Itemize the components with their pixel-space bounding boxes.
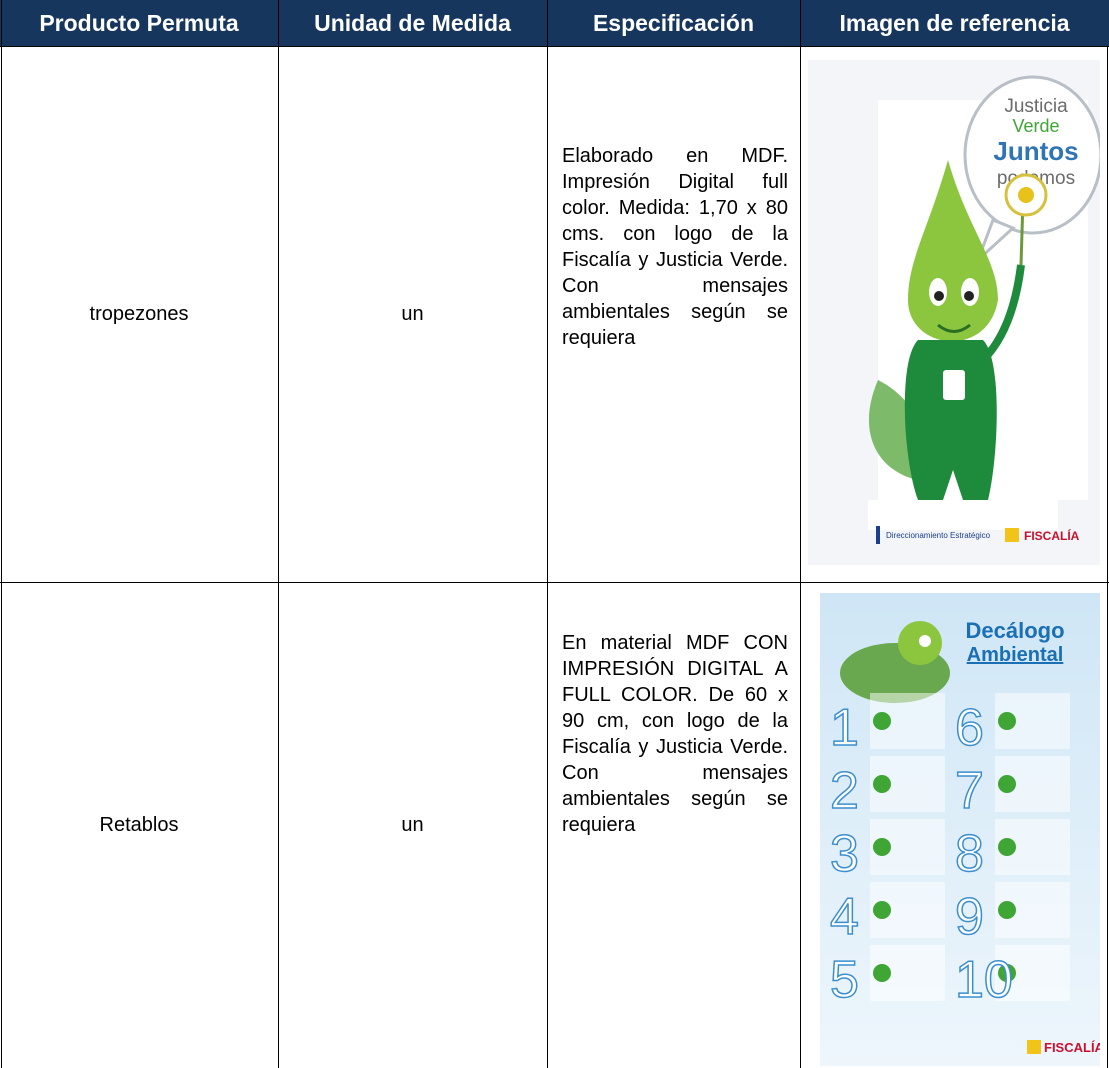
image-text: FISCALÍA — [1024, 528, 1080, 543]
item-icon — [873, 775, 891, 793]
header-cell: Especificación — [547, 0, 800, 46]
product-cell: Retablos — [99, 813, 179, 836]
item-number: 4 — [830, 888, 859, 946]
item-icon — [873, 964, 891, 982]
item-number: 1 — [830, 699, 859, 757]
image-text: Ambiental — [967, 644, 1064, 666]
image-text: Decálogo — [965, 618, 1064, 643]
border — [800, 0, 801, 1068]
image-text: Justicia — [1004, 96, 1068, 117]
border — [278, 0, 279, 1068]
item-number: 6 — [955, 699, 984, 757]
spec-cell: En material MDF CON IMPRESIÓN DIGITAL A … — [562, 632, 788, 836]
item-icon — [873, 901, 891, 919]
item-icon — [998, 712, 1016, 730]
item-number: 9 — [955, 888, 984, 946]
item-icon — [998, 838, 1016, 856]
item-number: 3 — [830, 825, 859, 883]
item-icon — [873, 712, 891, 730]
item-number: 8 — [955, 825, 984, 883]
header-cell: Unidad de Medida — [278, 0, 547, 46]
item-number: 2 — [830, 762, 859, 820]
border — [1107, 46, 1108, 1068]
border — [547, 0, 548, 1068]
image-text: Juntos — [993, 136, 1078, 166]
reference-image: Justicia Verde Juntos podemos Direcciona… — [808, 60, 1100, 565]
unit-cell: un — [401, 813, 424, 836]
product-cell: tropezones — [89, 302, 189, 325]
border — [0, 46, 1109, 47]
item-number: 10 — [955, 951, 1013, 1009]
item-icon — [998, 775, 1016, 793]
border — [1, 0, 2, 1068]
border — [0, 582, 1109, 583]
image-text: Verde — [1012, 116, 1059, 136]
item-number: 5 — [830, 951, 859, 1009]
item-number: 7 — [955, 762, 984, 820]
header-cell: Imagen de referencia — [800, 0, 1109, 46]
image-text: FISCALÍA — [1044, 1040, 1100, 1055]
unit-cell: un — [401, 302, 424, 325]
item-icon — [998, 901, 1016, 919]
item-icon — [873, 838, 891, 856]
header-cell: Producto Permuta — [0, 0, 278, 46]
spec-cell: Elaborado en MDF. Impresión Digital full… — [562, 145, 788, 349]
image-text: Direccionamiento Estratégico — [886, 531, 991, 540]
item-icon — [998, 964, 1016, 982]
